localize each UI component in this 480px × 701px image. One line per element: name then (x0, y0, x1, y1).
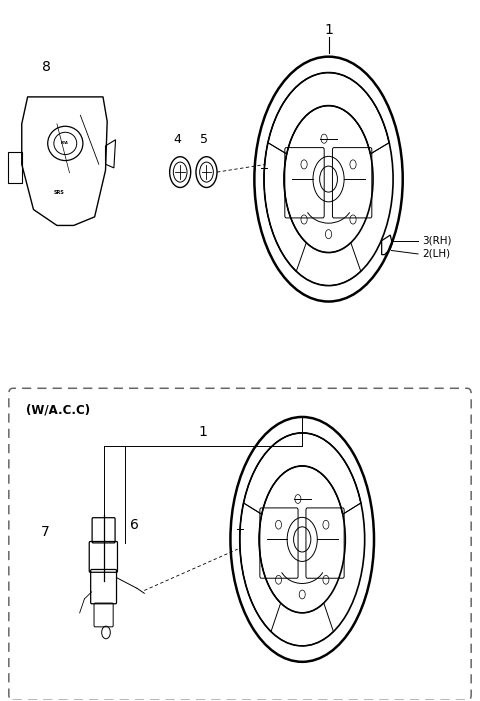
Text: 1: 1 (324, 23, 333, 37)
Text: 5: 5 (200, 132, 208, 146)
Text: (W/A.C.C): (W/A.C.C) (26, 404, 90, 416)
Text: 6: 6 (130, 519, 139, 532)
Text: 7: 7 (40, 525, 49, 539)
Text: 3(RH): 3(RH) (422, 236, 451, 245)
Text: 8: 8 (42, 60, 50, 74)
Text: SRS: SRS (53, 190, 64, 195)
Text: 1: 1 (198, 426, 207, 440)
Text: KIA: KIA (61, 142, 69, 145)
Text: 2(LH): 2(LH) (422, 249, 450, 259)
Text: 4: 4 (173, 132, 181, 146)
